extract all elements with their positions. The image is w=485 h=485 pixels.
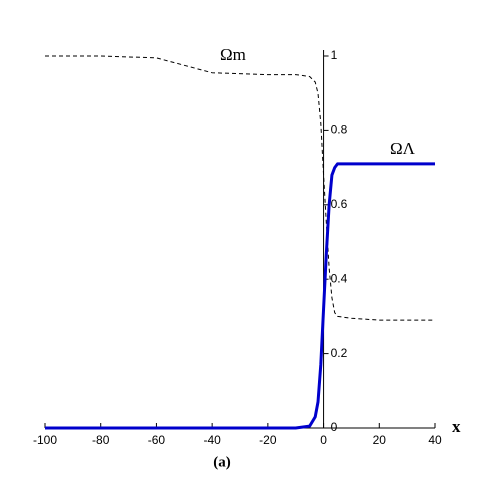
x-tick-label: -20 bbox=[259, 433, 277, 447]
x-tick-label: 20 bbox=[373, 433, 387, 447]
y-tick-label: 1 bbox=[331, 48, 338, 62]
x-tick-label: -40 bbox=[203, 433, 221, 447]
x-tick-label: 0 bbox=[320, 433, 327, 447]
x-axis-label: x bbox=[452, 417, 461, 436]
series-line bbox=[45, 162, 435, 430]
series-label: Ωm bbox=[220, 45, 246, 64]
x-tick-label: 40 bbox=[428, 433, 442, 447]
y-tick-label: 0.2 bbox=[331, 346, 348, 360]
y-tick-label: 0.8 bbox=[331, 123, 348, 137]
series-label: ΩΛ bbox=[390, 139, 416, 158]
caption: (a) bbox=[213, 454, 231, 470]
x-tick-label: -100 bbox=[33, 433, 57, 447]
y-tick-label: 0.4 bbox=[331, 271, 348, 285]
series-line bbox=[45, 55, 435, 321]
x-tick-label: -80 bbox=[92, 433, 110, 447]
y-tick-label: 0.6 bbox=[331, 197, 348, 211]
y-tick-label: 0 bbox=[331, 420, 338, 434]
x-tick-label: -60 bbox=[148, 433, 166, 447]
